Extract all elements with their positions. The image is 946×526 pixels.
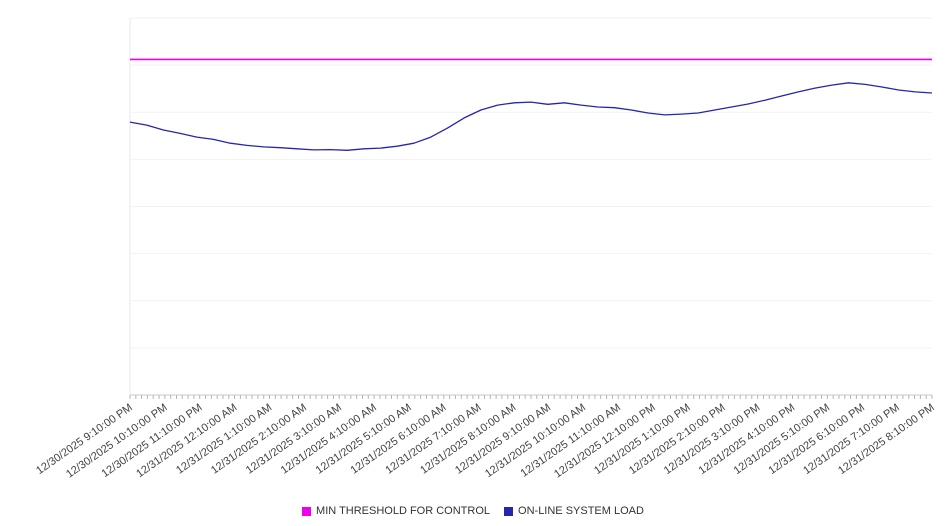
legend-label-min-threshold: MIN THRESHOLD FOR CONTROL: [316, 505, 491, 517]
load-line: [129, 82, 933, 151]
legend-marker-load-icon: [504, 506, 514, 516]
legend-label-online-system-load: ON-LINE SYSTEM LOAD: [518, 505, 644, 517]
chart-legend: MIN THRESHOLD FOR CONTROL ON-LINE SYSTEM…: [0, 505, 946, 517]
legend-item-min-threshold[interactable]: MIN THRESHOLD FOR CONTROL: [302, 505, 490, 517]
legend-item-online-system-load[interactable]: ON-LINE SYSTEM LOAD: [504, 505, 644, 517]
x-axis-ticks: [129, 395, 933, 399]
legend-marker-threshold-icon: [302, 506, 312, 516]
gridlines: [130, 17, 932, 396]
